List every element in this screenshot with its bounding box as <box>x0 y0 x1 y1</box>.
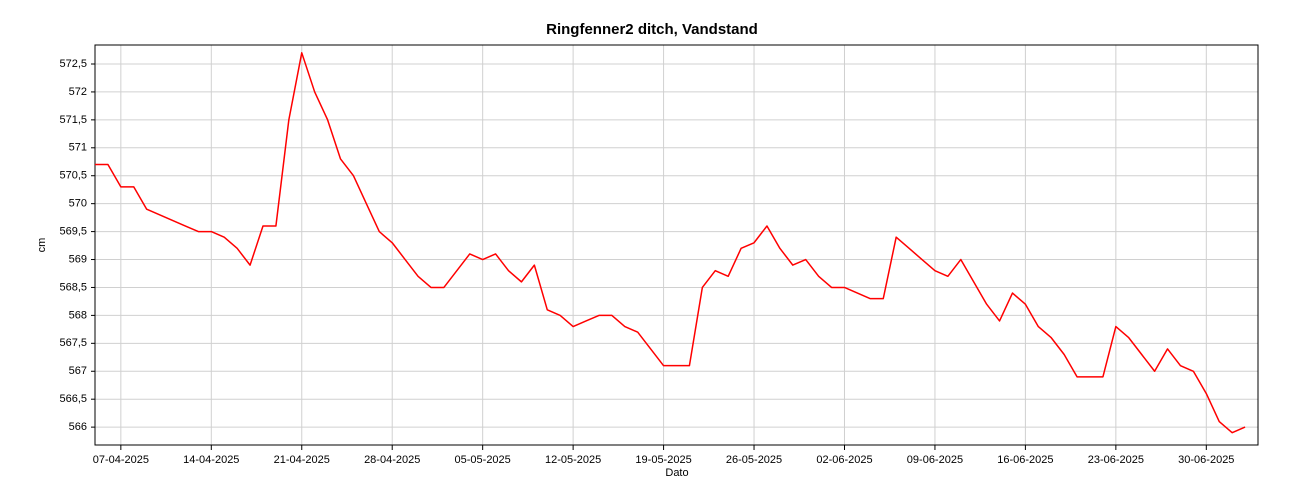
y-tick-label: 567,5 <box>59 337 87 349</box>
x-tick-label: 07-04-2025 <box>93 454 149 466</box>
y-tick-label: 571,5 <box>59 114 87 126</box>
y-tick-label: 566,5 <box>59 393 87 405</box>
y-tick-label: 572,5 <box>59 58 87 70</box>
x-tick-label: 02-06-2025 <box>816 454 872 466</box>
plot-frame <box>94 44 1259 446</box>
y-tick-label: 569 <box>69 253 87 265</box>
x-axis-label: Dato <box>665 467 688 479</box>
y-tick-label: 566 <box>69 421 87 433</box>
y-tick-label: 571 <box>69 142 87 154</box>
y-tick-label: 572 <box>69 86 87 98</box>
x-tick-label: 26-05-2025 <box>726 454 782 466</box>
x-tick-label: 12-05-2025 <box>545 454 601 466</box>
y-axis-label: cm <box>36 238 48 253</box>
x-tick-label: 09-06-2025 <box>907 454 963 466</box>
x-tick-label: 05-05-2025 <box>455 454 511 466</box>
y-tick-label: 570 <box>69 198 87 210</box>
y-tick-label: 570,5 <box>59 170 87 182</box>
y-tick-label: 567 <box>69 365 87 377</box>
chart-title: Ringfenner2 ditch, Vandstand <box>546 21 758 38</box>
y-tick-label: 568,5 <box>59 281 87 293</box>
data-line <box>95 52 1246 434</box>
x-tick-label: 14-04-2025 <box>183 454 239 466</box>
x-tick-label: 23-06-2025 <box>1088 454 1144 466</box>
y-tick-label: 568 <box>69 309 87 321</box>
x-tick-label: 16-06-2025 <box>997 454 1053 466</box>
x-tick-label: 28-04-2025 <box>364 454 420 466</box>
y-tick-label: 569,5 <box>59 225 87 237</box>
x-tick-label: 30-06-2025 <box>1178 454 1234 466</box>
x-tick-label: 21-04-2025 <box>274 454 330 466</box>
x-tick-label: 19-05-2025 <box>635 454 691 466</box>
